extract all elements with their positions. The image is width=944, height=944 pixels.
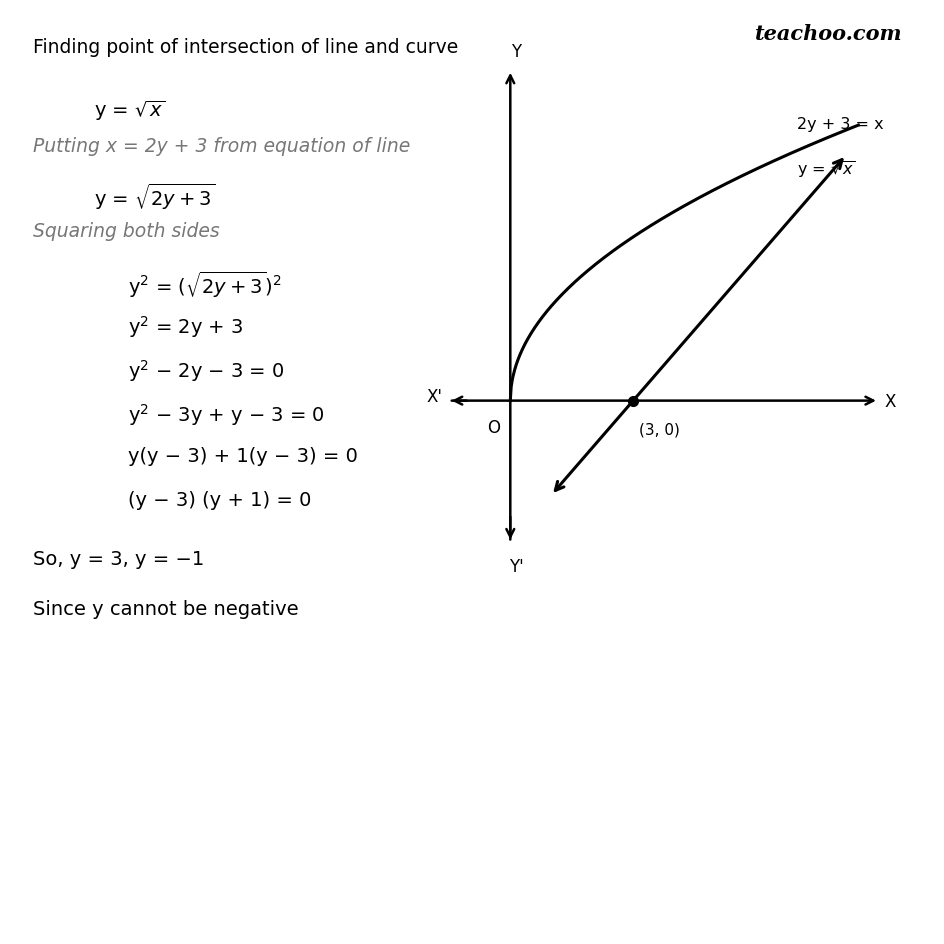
Text: y$^2$ = 2y + 3: y$^2$ = 2y + 3 (127, 313, 243, 339)
Text: Finding point of intersection of line and curve: Finding point of intersection of line an… (33, 38, 458, 57)
Text: 2y + 3 = x: 2y + 3 = x (796, 117, 883, 132)
Text: (y − 3) (y + 1) = 0: (y − 3) (y + 1) = 0 (127, 491, 311, 510)
Text: y$^2$ = $(\sqrt{2y + 3})^2$: y$^2$ = $(\sqrt{2y + 3})^2$ (127, 269, 280, 299)
Text: Y': Y' (509, 557, 523, 575)
Text: So, y = 3, y = −1: So, y = 3, y = −1 (33, 549, 204, 568)
Text: X: X (884, 392, 896, 411)
Text: X': X' (427, 387, 442, 406)
Text: y = $\sqrt{x}$: y = $\sqrt{x}$ (94, 99, 165, 124)
Text: y$^2$ − 2y − 3 = 0: y$^2$ − 2y − 3 = 0 (127, 358, 284, 383)
Text: y$^2$ − 3y + y − 3 = 0: y$^2$ − 3y + y − 3 = 0 (127, 402, 324, 428)
Text: teachoo.com: teachoo.com (754, 24, 902, 43)
Text: y(y − 3) + 1(y − 3) = 0: y(y − 3) + 1(y − 3) = 0 (127, 447, 357, 465)
Text: Since y cannot be negative: Since y cannot be negative (33, 599, 298, 618)
Text: Y: Y (511, 43, 521, 61)
Text: (3, 0): (3, 0) (638, 422, 680, 437)
Text: y = $\sqrt{x}$: y = $\sqrt{x}$ (796, 159, 854, 179)
Text: O: O (487, 418, 500, 436)
Text: y = $\sqrt{2y + 3}$: y = $\sqrt{2y + 3}$ (94, 181, 215, 211)
Text: Squaring both sides: Squaring both sides (33, 222, 219, 241)
Text: Putting x = 2y + 3 from equation of line: Putting x = 2y + 3 from equation of line (33, 137, 410, 156)
